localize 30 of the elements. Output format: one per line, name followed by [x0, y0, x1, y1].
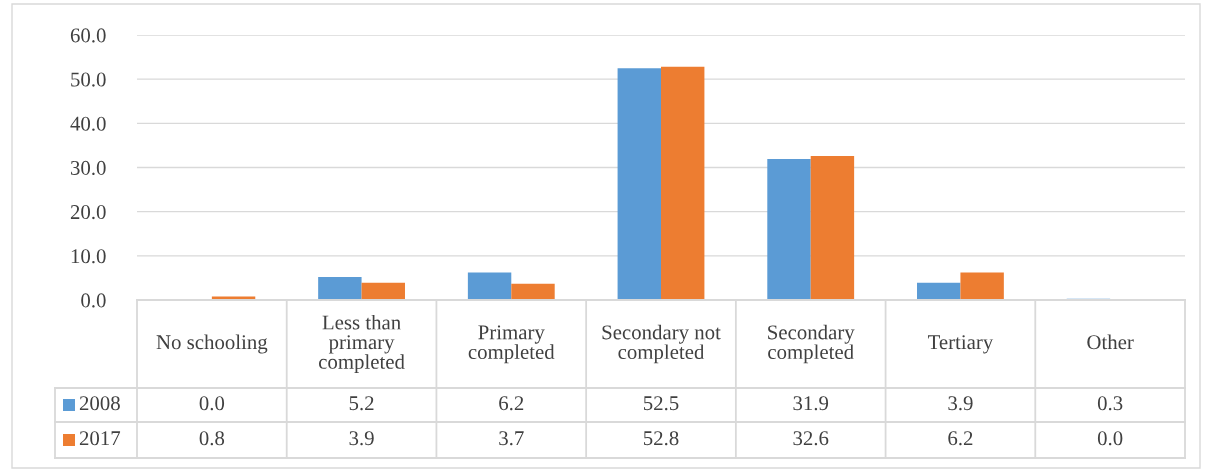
x-tick-label: Secondary not completed [602, 324, 721, 364]
data-label: 3.7 [499, 431, 524, 446]
x-tick-label: Tertiary [927, 335, 994, 354]
data-label: 3.9 [349, 431, 374, 446]
y-tick-label: 10.0 [71, 249, 106, 264]
data-label: 0.0 [1097, 431, 1123, 446]
legend-label: 2017 [79, 431, 121, 446]
data-label: 52.8 [643, 431, 679, 446]
y-tick-label: 30.0 [70, 160, 106, 176]
data-label: 32.6 [793, 431, 829, 446]
x-tick-label: Other [1087, 334, 1134, 350]
y-tick-label: 20.0 [70, 205, 106, 220]
data-label: 0.0 [199, 396, 225, 411]
data-label: 0.3 [1097, 396, 1123, 411]
data-label: 31.9 [793, 396, 829, 411]
x-tick-label: No schooling [156, 334, 268, 354]
data-label: 6.2 [499, 396, 524, 411]
data-label: 0.8 [199, 431, 225, 446]
data-label: 52.5 [643, 396, 679, 411]
data-label: 3.9 [948, 396, 973, 411]
data-label: 6.2 [948, 431, 973, 446]
y-tick-label: 60.0 [70, 28, 106, 43]
x-tick-label: Less than primary completed [318, 314, 405, 374]
x-tick-label: Primary completed [468, 325, 555, 364]
y-tick-label: 0.0 [81, 293, 106, 308]
legend-label: 2008 [79, 396, 120, 411]
x-tick-label: Secondary completed [768, 324, 855, 364]
y-tick-label: 40.0 [70, 116, 106, 131]
y-tick-label: 50.0 [71, 72, 106, 87]
data-label: 5.2 [349, 396, 374, 411]
